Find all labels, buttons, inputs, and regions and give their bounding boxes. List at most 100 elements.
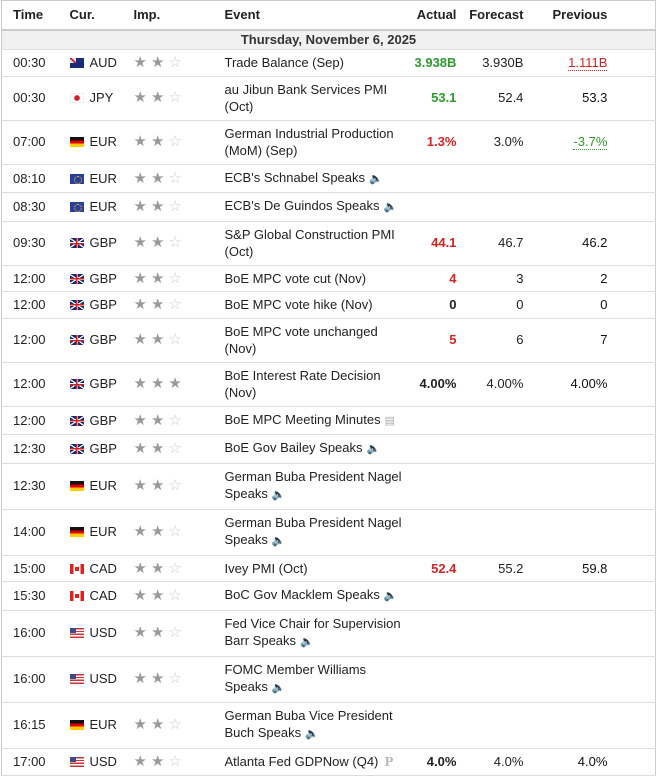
- event-row[interactable]: 08:10 EUR ★ ★ ☆ ECB's Schnabel Speaks 🔈: [1, 164, 656, 193]
- forecast-value: [456, 656, 524, 703]
- event-row[interactable]: 09:30 GBP ★ ★ ☆ S&P Global Construction PM…: [1, 221, 656, 266]
- event-name[interactable]: Fed Vice Chair for Supervision Barr Spea…: [224, 615, 401, 649]
- event-row[interactable]: 16:15 EUR ★ ★ ☆ German Buba Vice President…: [1, 702, 656, 749]
- currency-cell: CAD: [69, 555, 134, 582]
- currency-cell: EUR: [69, 164, 134, 193]
- event-name[interactable]: au Jibun Bank Services PMI (Oct): [224, 81, 388, 115]
- event-cell: Atlanta Fed GDPNow (Q4) P: [224, 748, 415, 776]
- event-time: 12:30: [1, 434, 70, 464]
- event-row[interactable]: 12:30 EUR ★ ★ ☆ German Buba President Nage…: [1, 463, 656, 510]
- event-name[interactable]: Trade Balance (Sep): [224, 55, 344, 70]
- header-time[interactable]: Time: [1, 0, 70, 31]
- header-currency[interactable]: Cur.: [69, 0, 134, 31]
- event-name[interactable]: BoE MPC vote cut (Nov): [224, 270, 367, 286]
- event-row[interactable]: 12:00 GBP ★ ★ ☆ BoE MPC vote cut (Nov) 4 3…: [1, 265, 656, 292]
- previous-cell: 2: [523, 265, 608, 292]
- star-filled-icon: ★: [133, 523, 147, 541]
- event-name[interactable]: BoE MPC Meeting Minutes: [224, 411, 381, 427]
- star-filled-icon: ★: [150, 624, 165, 642]
- event-row[interactable]: 17:00 USD ★ ★ ☆ Atlanta Fed GDPNow (Q4) P 4…: [1, 748, 656, 776]
- event-row[interactable]: 12:30 GBP ★ ★ ☆ BoE Gov Bailey Speaks 🔈: [1, 434, 656, 464]
- star-empty-icon: ☆: [168, 169, 182, 187]
- currency-cell: EUR: [69, 702, 134, 749]
- event-row[interactable]: 00:30 JPY ★ ★ ☆ au Jibun Bank Services PMI…: [1, 76, 656, 121]
- speaker-icon[interactable]: 🔈: [300, 636, 314, 648]
- event-row[interactable]: 08:30 EUR ★ ★ ☆ ECB's De Guindos Speaks 🔈: [1, 192, 656, 222]
- event-name[interactable]: German Industrial Production (MoM) (Sep): [224, 125, 394, 159]
- forecast-value: [456, 702, 524, 749]
- event-row[interactable]: 12:00 GBP ★ ★ ☆ BoE MPC Meeting Minutes ▤: [1, 406, 656, 435]
- star-empty-icon: ☆: [168, 331, 182, 349]
- speaker-icon[interactable]: 🔈: [271, 489, 286, 501]
- star-filled-icon: ★: [150, 54, 165, 71]
- flag-icon: [69, 137, 84, 148]
- header-event[interactable]: Event: [224, 0, 415, 31]
- actual-value: [414, 406, 457, 435]
- actual-value: 0: [414, 291, 457, 319]
- header-actual[interactable]: Actual: [414, 0, 457, 31]
- speaker-icon[interactable]: 🔈: [271, 535, 286, 547]
- event-row[interactable]: 12:00 GBP ★ ★ ☆ BoE MPC vote hike (Nov) 0 …: [1, 291, 656, 319]
- star-filled-icon: ★: [133, 296, 147, 313]
- event-name[interactable]: BoE Interest Rate Decision (Nov): [224, 367, 381, 401]
- event-name[interactable]: BoE Gov Bailey Speaks: [224, 440, 363, 455]
- star-filled-icon: ★: [150, 198, 165, 215]
- speaker-icon[interactable]: 🔈: [305, 728, 319, 740]
- event-cell: BoE Interest Rate Decision (Nov): [224, 362, 415, 407]
- forecast-value: [456, 164, 524, 193]
- event-name[interactable]: German Buba President Nagel Speaks: [224, 468, 402, 502]
- event-name[interactable]: ECB's De Guindos Speaks: [224, 198, 380, 213]
- flag-icon: [69, 238, 84, 249]
- event-name[interactable]: BoE MPC vote hike (Nov): [224, 297, 373, 312]
- event-name[interactable]: BoC Gov Macklem Speaks: [224, 587, 380, 602]
- flag-icon: [69, 720, 84, 731]
- event-name[interactable]: BoE MPC vote unchanged (Nov): [224, 323, 378, 357]
- event-row[interactable]: 15:30 CAD ★ ★ ☆ BoC Gov Macklem Speaks 🔈: [1, 581, 656, 611]
- document-icon[interactable]: ▤: [384, 414, 395, 427]
- event-row[interactable]: 15:00 CAD ★ ★ ☆ Ivey PMI (Oct) 52.4 55.2 5…: [1, 555, 656, 582]
- event-row[interactable]: 07:00 EUR ★ ★ ☆ German Industrial Producti…: [1, 120, 656, 165]
- star-filled-icon: ★: [150, 559, 165, 577]
- star-filled-icon: ★: [133, 411, 147, 429]
- speaker-icon[interactable]: 🔈: [383, 201, 398, 213]
- forecast-value: 6: [456, 318, 524, 363]
- header-forecast[interactable]: Forecast: [456, 0, 524, 31]
- star-empty-icon: ☆: [168, 89, 182, 107]
- previous-value: 4.0%: [577, 754, 608, 769]
- previous-value[interactable]: -3.7%: [573, 134, 608, 151]
- event-row[interactable]: 16:00 USD ★ ★ ☆ FOMC Member Williams Speak…: [1, 656, 656, 703]
- speaker-icon[interactable]: 🔈: [369, 172, 383, 185]
- star-filled-icon: ★: [133, 198, 147, 215]
- event-row[interactable]: 16:00 USD ★ ★ ☆ Fed Vice Chair for Supervi…: [1, 610, 656, 657]
- event-time: 09:30: [1, 221, 70, 266]
- event-row[interactable]: 14:00 EUR ★ ★ ☆ German Buba President Nage…: [1, 509, 656, 556]
- event-name[interactable]: ECB's Schnabel Speaks: [224, 169, 366, 185]
- event-row[interactable]: 00:30 AUD ★ ★ ☆ Trade Balance (Sep) 3.938B…: [1, 49, 656, 77]
- speaker-icon[interactable]: 🔈: [271, 682, 286, 694]
- header-previous[interactable]: Previous: [523, 0, 608, 31]
- currency-code: GBP: [89, 235, 117, 251]
- event-cell: Ivey PMI (Oct): [224, 555, 415, 582]
- star-empty-icon: ☆: [168, 54, 182, 71]
- event-name[interactable]: FOMC Member Williams Speaks: [224, 661, 367, 695]
- header-importance[interactable]: Imp.: [133, 0, 225, 31]
- star-filled-icon: ★: [150, 296, 165, 313]
- event-name[interactable]: S&P Global Construction PMI (Oct): [224, 226, 395, 260]
- event-row[interactable]: 12:00 GBP ★ ★ ★ BoE Interest Rate Decision…: [1, 362, 656, 407]
- previous-cell: 59.8: [523, 555, 608, 582]
- forecast-value: 3: [456, 265, 524, 292]
- flag-icon: [69, 415, 84, 426]
- previous-cell: [523, 463, 608, 510]
- event-name[interactable]: Ivey PMI (Oct): [224, 560, 308, 576]
- previous-cell: 4.0%: [523, 748, 608, 776]
- event-name[interactable]: German Buba President Nagel Speaks: [224, 514, 402, 548]
- speaker-icon[interactable]: 🔈: [366, 443, 381, 455]
- previous-value[interactable]: 1.111B: [568, 55, 608, 71]
- importance-stars: ★ ★ ☆: [133, 406, 225, 435]
- event-name[interactable]: Atlanta Fed GDPNow (Q4): [224, 753, 379, 769]
- event-time: 08:30: [1, 192, 70, 222]
- event-time: 12:00: [1, 362, 70, 407]
- currency-cell: EUR: [69, 463, 134, 510]
- speaker-icon[interactable]: 🔈: [383, 590, 398, 602]
- event-row[interactable]: 12:00 GBP ★ ★ ☆ BoE MPC vote unchanged (No…: [1, 318, 656, 363]
